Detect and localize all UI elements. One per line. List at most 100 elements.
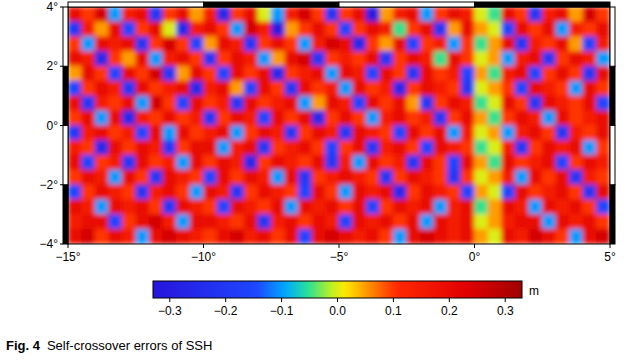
cell xyxy=(298,36,312,51)
cell xyxy=(501,155,515,170)
cell xyxy=(135,36,149,51)
cell xyxy=(190,66,204,81)
cell xyxy=(501,199,515,214)
cell xyxy=(583,66,597,81)
cell xyxy=(257,66,271,81)
cell xyxy=(203,170,217,185)
cell xyxy=(217,96,231,111)
cell xyxy=(81,155,95,170)
cell xyxy=(257,7,271,22)
cell xyxy=(163,36,177,51)
cell xyxy=(298,96,312,111)
cell xyxy=(271,170,285,185)
cell xyxy=(556,36,570,51)
cell xyxy=(312,125,326,140)
cell xyxy=(447,110,461,125)
cell xyxy=(298,110,312,125)
cell xyxy=(461,66,475,81)
cell xyxy=(190,140,204,155)
cell xyxy=(257,155,271,170)
cell xyxy=(501,66,515,81)
cell xyxy=(352,51,366,66)
cell xyxy=(68,66,82,81)
cell xyxy=(108,155,122,170)
cell xyxy=(203,66,217,81)
cell xyxy=(149,170,163,185)
cell xyxy=(95,214,109,229)
cell xyxy=(285,199,299,214)
cell xyxy=(447,214,461,229)
cell xyxy=(434,184,448,199)
cell xyxy=(81,110,95,125)
cell xyxy=(163,170,177,185)
cell xyxy=(352,110,366,125)
cell xyxy=(285,125,299,140)
cell xyxy=(542,81,556,96)
cell xyxy=(379,7,393,22)
cell xyxy=(379,36,393,51)
cell xyxy=(217,170,231,185)
cell xyxy=(393,7,407,22)
cell xyxy=(203,214,217,229)
cell xyxy=(163,7,177,22)
cell xyxy=(406,7,420,22)
cell xyxy=(461,199,475,214)
cell xyxy=(339,140,353,155)
cell xyxy=(528,229,542,244)
cell xyxy=(108,184,122,199)
cell xyxy=(325,110,339,125)
cell xyxy=(501,51,515,66)
cell xyxy=(81,7,95,22)
x-tick xyxy=(474,244,475,248)
cell xyxy=(583,22,597,37)
cell xyxy=(176,66,190,81)
cell xyxy=(474,110,488,125)
cell xyxy=(135,229,149,244)
cell xyxy=(596,66,610,81)
cell xyxy=(217,51,231,66)
cell xyxy=(420,214,434,229)
cell xyxy=(135,184,149,199)
colorbar-tick xyxy=(505,298,506,302)
cell xyxy=(461,184,475,199)
cell xyxy=(244,96,258,111)
cell xyxy=(474,125,488,140)
cell xyxy=(366,51,380,66)
x-tick-label: −15° xyxy=(55,250,80,264)
cell xyxy=(366,36,380,51)
cell xyxy=(420,7,434,22)
cell xyxy=(569,229,583,244)
cell xyxy=(108,66,122,81)
cell xyxy=(176,199,190,214)
cell xyxy=(596,140,610,155)
cell xyxy=(488,96,502,111)
cell xyxy=(447,66,461,81)
cell xyxy=(366,125,380,140)
cell xyxy=(271,184,285,199)
cell xyxy=(393,214,407,229)
cell xyxy=(312,36,326,51)
cell xyxy=(217,214,231,229)
cell xyxy=(461,229,475,244)
cell xyxy=(135,140,149,155)
cell xyxy=(583,7,597,22)
cell xyxy=(596,199,610,214)
cell xyxy=(122,214,136,229)
cell xyxy=(325,199,339,214)
cell xyxy=(501,22,515,37)
cell xyxy=(285,155,299,170)
cell xyxy=(366,110,380,125)
cell xyxy=(285,214,299,229)
cell xyxy=(312,110,326,125)
cell xyxy=(108,36,122,51)
cell xyxy=(230,155,244,170)
cell xyxy=(149,184,163,199)
cell xyxy=(556,81,570,96)
cell xyxy=(406,36,420,51)
cell xyxy=(190,184,204,199)
cell xyxy=(556,155,570,170)
cell xyxy=(95,155,109,170)
cell xyxy=(81,22,95,37)
colorbar-tick xyxy=(281,298,282,302)
cell xyxy=(163,66,177,81)
